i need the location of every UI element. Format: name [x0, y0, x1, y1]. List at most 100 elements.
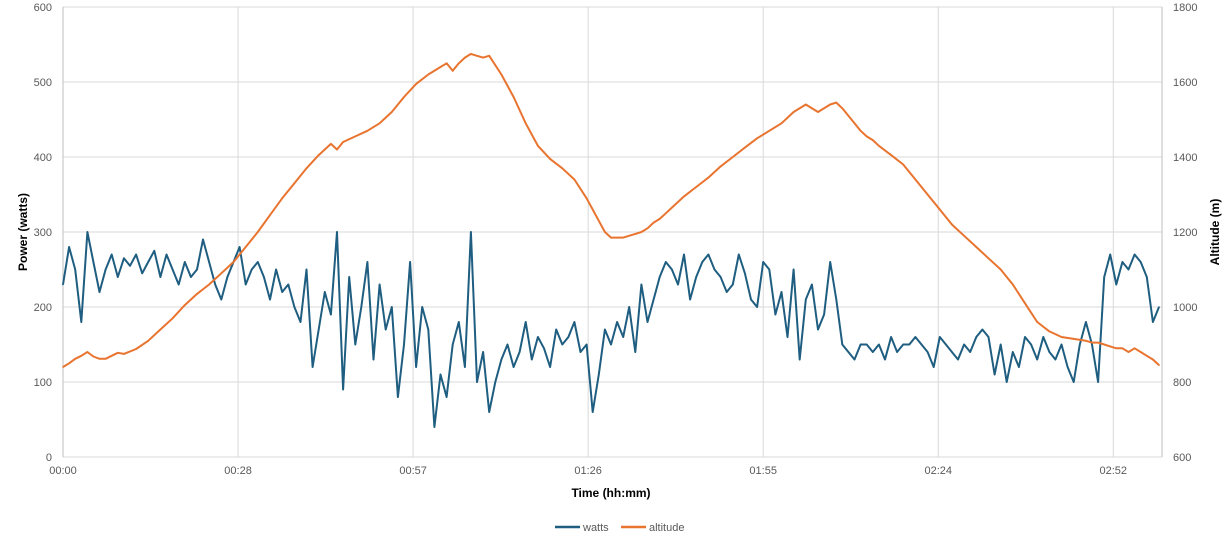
point-watts — [518, 351, 521, 353]
point-watts — [104, 268, 107, 271]
point-altitude — [1109, 345, 1111, 348]
point-watts — [981, 328, 984, 331]
point-altitude — [80, 355, 83, 357]
point-watts — [1097, 381, 1099, 383]
point-altitude — [1158, 364, 1160, 366]
point-watts — [348, 276, 351, 278]
point-altitude — [232, 261, 235, 263]
legend-label-watts: watts — [582, 522, 609, 534]
point-watts — [634, 351, 637, 353]
y-tick-label: 400 — [34, 152, 52, 164]
point-watts — [330, 313, 332, 316]
point-watts — [196, 268, 198, 271]
x-tick-label: 00:28 — [224, 465, 252, 477]
point-altitude — [1091, 341, 1093, 344]
point-watts — [987, 336, 990, 338]
point-altitude — [1127, 351, 1130, 353]
point-watts — [98, 291, 101, 293]
point-altitude — [117, 352, 119, 354]
point-watts — [695, 276, 697, 278]
point-altitude — [524, 122, 527, 125]
point-altitude — [537, 145, 539, 147]
point-altitude — [732, 156, 734, 158]
point-watts — [177, 283, 180, 286]
point-watts — [908, 343, 911, 346]
point-watts — [171, 268, 174, 271]
point-altitude — [451, 70, 454, 72]
point-watts — [567, 336, 570, 338]
point-altitude — [817, 111, 819, 113]
x-tick-label: 02:24 — [924, 465, 952, 477]
point-watts — [969, 351, 971, 353]
point-altitude — [1097, 341, 1099, 344]
point-altitude — [604, 231, 606, 233]
point-watts — [622, 336, 624, 338]
y2-axis-title: Altitude (m) — [1208, 199, 1222, 266]
point-watts — [464, 366, 466, 368]
point-altitude — [853, 122, 856, 125]
point-watts — [1127, 268, 1130, 271]
point-altitude — [403, 96, 405, 98]
point-watts — [433, 426, 436, 428]
point-watts — [926, 351, 929, 353]
point-altitude — [622, 236, 624, 239]
point-watts — [488, 411, 491, 413]
point-altitude — [110, 355, 113, 357]
point-watts — [975, 336, 978, 338]
point-watts — [884, 358, 886, 361]
point-watts — [1054, 358, 1057, 361]
point-watts — [640, 283, 643, 286]
point-watts — [1121, 261, 1124, 263]
point-watts — [263, 276, 265, 278]
point-watts — [604, 328, 606, 331]
point-watts — [957, 358, 959, 361]
point-watts — [914, 336, 917, 338]
point-watts — [658, 276, 661, 278]
point-watts — [445, 396, 448, 398]
point-watts — [190, 276, 192, 278]
point-watts — [293, 306, 296, 308]
point-watts — [1091, 343, 1093, 346]
y-tick-label: 500 — [34, 77, 52, 89]
point-altitude — [269, 214, 271, 216]
point-altitude — [835, 101, 838, 104]
point-watts — [299, 321, 302, 323]
point-altitude — [890, 154, 892, 156]
point-watts — [123, 257, 125, 260]
point-altitude — [378, 122, 381, 125]
point-altitude — [500, 73, 503, 76]
point-altitude — [1012, 283, 1014, 286]
point-watts — [220, 298, 223, 301]
y2-tick-label: 1000 — [1173, 302, 1197, 314]
point-watts — [555, 328, 557, 331]
y2-tick-label: 1400 — [1173, 152, 1197, 164]
point-watts — [257, 261, 259, 263]
x-tick-label: 00:00 — [49, 465, 77, 477]
point-watts — [1018, 366, 1020, 368]
point-watts — [713, 268, 716, 271]
point-watts — [1042, 336, 1045, 338]
point-altitude — [573, 178, 576, 181]
point-watts — [1030, 343, 1032, 346]
point-altitude — [305, 167, 308, 170]
point-watts — [506, 343, 509, 346]
point-altitude — [336, 148, 338, 151]
point-watts — [537, 336, 539, 338]
point-watts — [129, 265, 131, 267]
point-watts — [476, 381, 478, 383]
point-watts — [1146, 276, 1148, 278]
point-watts — [1085, 321, 1087, 323]
point-watts — [409, 261, 411, 263]
point-altitude — [1139, 351, 1142, 353]
point-altitude — [719, 165, 722, 168]
x-tick-label: 01:26 — [574, 465, 602, 477]
point-watts — [890, 336, 892, 338]
point-watts — [768, 268, 771, 271]
point-altitude — [671, 206, 673, 209]
point-altitude — [658, 218, 661, 220]
point-watts — [287, 283, 290, 286]
series-line-altitude — [62, 52, 1160, 368]
point-watts — [324, 291, 326, 293]
point-altitude — [805, 103, 807, 106]
y-tick-label: 100 — [34, 377, 52, 389]
